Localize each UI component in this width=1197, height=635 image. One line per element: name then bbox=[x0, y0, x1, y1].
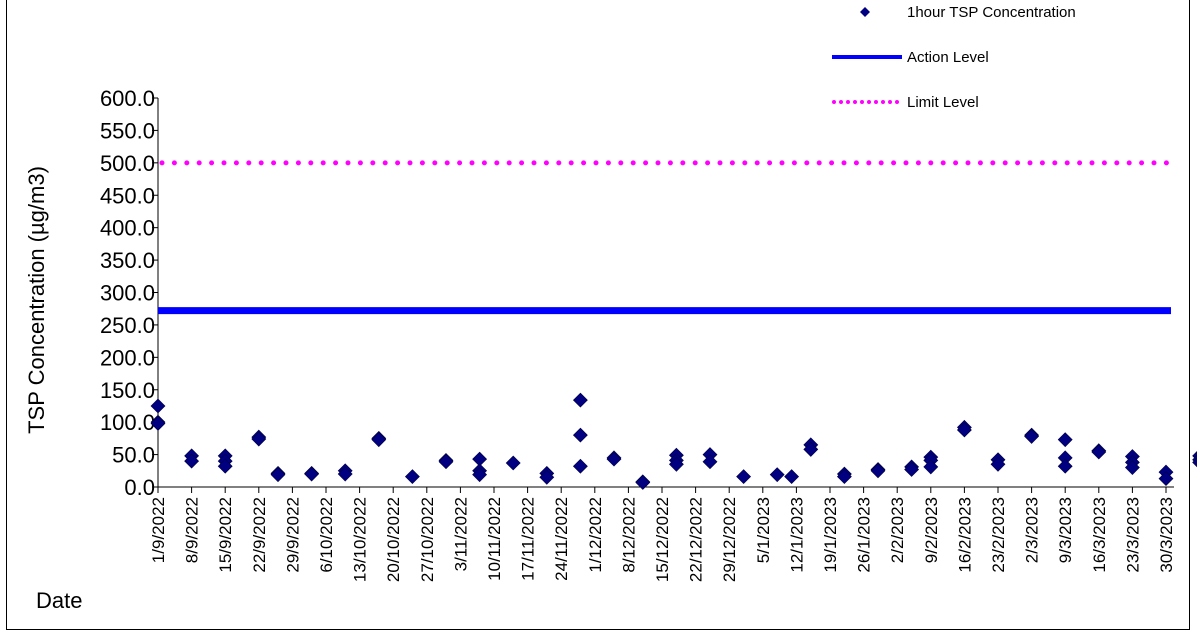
legend-marker-tsp bbox=[860, 7, 870, 17]
data-point bbox=[904, 462, 920, 477]
x-tick-label: 30/3/2023 bbox=[1157, 497, 1176, 573]
x-tick-label: 23/3/2023 bbox=[1123, 497, 1142, 573]
x-tick-label: 26/1/2023 bbox=[855, 497, 874, 573]
y-tick-label: 250.0 bbox=[100, 313, 155, 338]
chart-frame bbox=[6, 0, 1190, 630]
data-point bbox=[836, 469, 852, 485]
legend-label-tsp: 1hour TSP Concentration bbox=[907, 4, 1076, 21]
x-tick-label: 10/11/2022 bbox=[485, 497, 504, 581]
x-tick-label: 27/10/2022 bbox=[418, 497, 437, 582]
y-tick-label: 350.0 bbox=[100, 248, 155, 273]
x-tick-label: 8/9/2022 bbox=[183, 497, 202, 563]
x-tick-label: 15/12/2022 bbox=[653, 497, 672, 582]
y-tick-label: 550.0 bbox=[100, 118, 155, 143]
data-point bbox=[217, 458, 233, 474]
legend-label-action: Action Level bbox=[907, 49, 989, 66]
y-tick-label: 150.0 bbox=[100, 378, 155, 403]
data-point bbox=[923, 459, 939, 475]
data-point bbox=[736, 469, 752, 485]
data-point bbox=[769, 467, 785, 483]
data-point bbox=[635, 475, 651, 490]
data-point bbox=[337, 466, 353, 482]
y-tick-label: 0.0 bbox=[124, 475, 155, 500]
data-point bbox=[870, 463, 886, 479]
y-axis-title: TSP Concentration (µg/m3) bbox=[24, 166, 49, 434]
legend: 1hour TSP Concentration Action Level Limit… bbox=[832, 4, 1076, 111]
data-point bbox=[572, 392, 588, 408]
data-point bbox=[668, 456, 684, 472]
data-point bbox=[572, 427, 588, 443]
y-tick-label: 400.0 bbox=[100, 216, 155, 241]
y-tick-label: 500.0 bbox=[100, 151, 155, 176]
x-tick-label: 19/1/2023 bbox=[821, 497, 840, 573]
x-tick-label: 2/3/2023 bbox=[1023, 497, 1042, 563]
x-tick-label: 29/9/2022 bbox=[283, 497, 302, 573]
x-tick-label: 20/10/2022 bbox=[384, 497, 403, 582]
y-tick-label: 450.0 bbox=[100, 183, 155, 208]
x-tick-label: 9/3/2023 bbox=[1056, 497, 1075, 563]
reference-lines bbox=[158, 160, 1174, 315]
data-point bbox=[956, 422, 972, 438]
x-tick-label: 16/2/2023 bbox=[955, 497, 974, 573]
data-point bbox=[803, 441, 819, 457]
x-tick-label: 3/11/2022 bbox=[451, 497, 470, 571]
data-point bbox=[304, 466, 320, 482]
data-point bbox=[784, 469, 800, 485]
x-tick-label: 1/9/2022 bbox=[149, 497, 168, 563]
y-tick-label: 100.0 bbox=[100, 410, 155, 435]
data-point bbox=[606, 451, 622, 467]
data-point bbox=[184, 453, 200, 469]
x-tick-label: 5/1/2023 bbox=[754, 497, 773, 563]
x-tick-label: 22/9/2022 bbox=[250, 497, 269, 573]
data-point bbox=[1024, 429, 1040, 444]
data-point bbox=[438, 454, 454, 470]
data-point bbox=[1057, 458, 1073, 474]
data-point bbox=[539, 469, 555, 485]
x-tick-label: 17/11/2022 bbox=[519, 497, 538, 581]
data-point bbox=[990, 456, 1006, 472]
data-point bbox=[1091, 444, 1107, 460]
x-tick-label: 13/10/2022 bbox=[351, 497, 370, 582]
x-tick-label: 2/2/2023 bbox=[888, 497, 907, 563]
x-axis: 1/9/2022 8/9/2022 15/9/2022 22/9/2022 29/9/2… bbox=[149, 486, 1176, 582]
data-point bbox=[404, 469, 420, 485]
data-point bbox=[505, 455, 521, 471]
y-tick-label: 300.0 bbox=[100, 281, 155, 306]
data-point bbox=[270, 467, 286, 483]
x-tick-label: 24/11/2022 bbox=[552, 497, 571, 581]
data-point bbox=[1057, 432, 1073, 448]
data-point bbox=[150, 398, 166, 414]
data-point bbox=[1192, 457, 1197, 468]
x-tick-label: 15/9/2022 bbox=[216, 497, 235, 573]
data-point bbox=[1124, 460, 1140, 475]
data-point bbox=[150, 416, 166, 431]
data-point bbox=[472, 467, 488, 483]
x-tick-label: 22/12/2022 bbox=[687, 497, 706, 582]
x-tick-label: 29/12/2022 bbox=[720, 497, 739, 582]
x-tick-label: 23/2/2023 bbox=[989, 497, 1008, 573]
legend-label-limit: Limit Level bbox=[907, 94, 979, 111]
data-point bbox=[572, 458, 588, 474]
y-tick-label: 600.0 bbox=[100, 86, 155, 111]
y-tick-label: 200.0 bbox=[100, 345, 155, 370]
data-point bbox=[702, 454, 718, 470]
y-tick-label: 50.0 bbox=[112, 443, 155, 468]
x-tick-label: 8/12/2022 bbox=[619, 497, 638, 573]
x-tick-label: 6/10/2022 bbox=[317, 497, 336, 573]
y-axis: 0.0 50.0 100.0 150.0 200.0 250.0 300.0 350.0 400… bbox=[100, 86, 159, 500]
data-point bbox=[1158, 471, 1174, 486]
x-tick-label: 1/12/2022 bbox=[586, 497, 605, 573]
x-tick-label: 12/1/2023 bbox=[787, 497, 806, 573]
x-tick-label: 16/3/2023 bbox=[1090, 497, 1109, 573]
data-point bbox=[251, 431, 267, 447]
data-points bbox=[150, 392, 1197, 490]
data-point bbox=[371, 432, 387, 448]
x-axis-title: Date bbox=[36, 588, 82, 613]
x-tick-label: 9/2/2023 bbox=[922, 497, 941, 563]
